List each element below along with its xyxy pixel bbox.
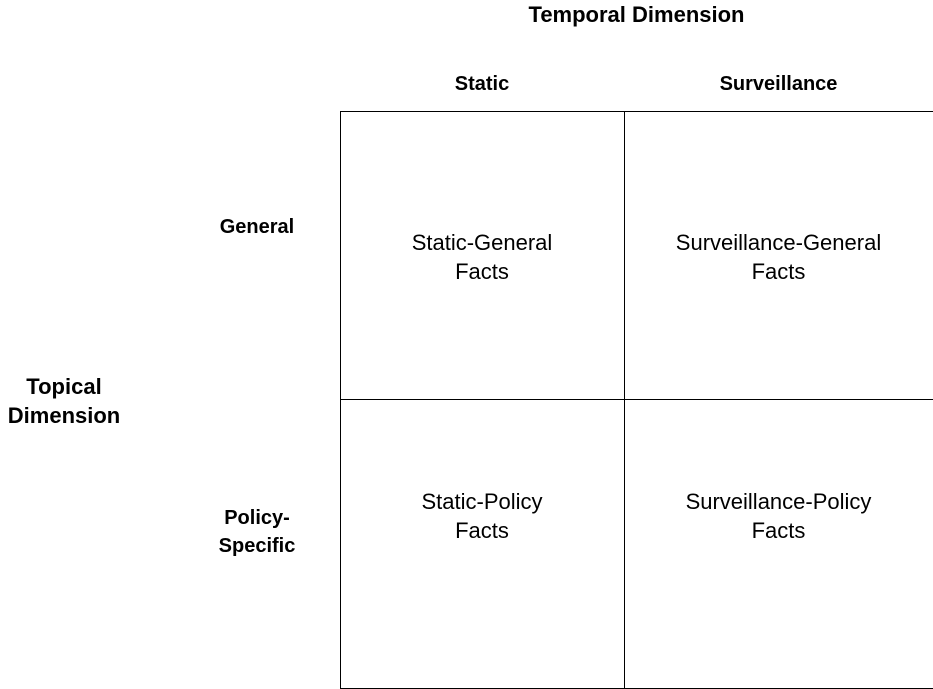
row-header-policy-line-1: Policy- bbox=[224, 507, 290, 529]
row-header-policy-specific: Policy- Specific bbox=[198, 504, 316, 560]
topical-dimension-title-line-2: Dimension bbox=[7, 403, 121, 428]
topical-dimension-title-line-1: Topical bbox=[26, 374, 102, 399]
column-header-static: Static bbox=[454, 73, 510, 95]
cell-surveillance-general-line-1: Surveillance-General bbox=[675, 230, 882, 255]
cell-surveillance-policy: Surveillance-Policy Facts bbox=[624, 487, 933, 545]
row-header-general: General bbox=[198, 213, 316, 241]
matrix-horizontal-divider bbox=[340, 399, 933, 400]
cell-static-policy: Static-Policy Facts bbox=[340, 487, 624, 545]
cell-static-policy-line-1: Static-Policy bbox=[421, 489, 543, 514]
matrix-outer-border bbox=[340, 111, 933, 689]
column-header-surveillance: Surveillance bbox=[719, 73, 838, 95]
cell-static-general-line-2: Facts bbox=[455, 259, 509, 284]
row-header-general-line-1: General bbox=[219, 216, 295, 238]
topical-dimension-title: Topical Dimension bbox=[0, 372, 128, 430]
cell-surveillance-general-line-2: Facts bbox=[751, 259, 806, 284]
cell-static-general: Static-General Facts bbox=[340, 228, 624, 286]
cell-surveillance-policy-line-1: Surveillance-Policy bbox=[685, 489, 872, 514]
cell-surveillance-policy-line-2: Facts bbox=[751, 518, 806, 543]
cell-static-general-line-1: Static-General bbox=[411, 230, 553, 255]
matrix-vertical-divider bbox=[624, 111, 625, 689]
cell-surveillance-general: Surveillance-General Facts bbox=[624, 228, 933, 286]
cell-static-policy-line-2: Facts bbox=[455, 518, 509, 543]
row-header-policy-line-2: Specific bbox=[218, 535, 296, 557]
temporal-dimension-title: Temporal Dimension bbox=[528, 2, 745, 27]
